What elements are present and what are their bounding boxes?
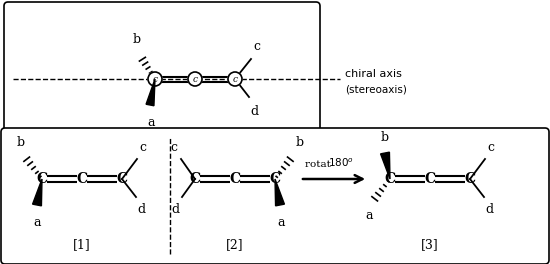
Polygon shape: [146, 79, 155, 106]
Text: a: a: [277, 216, 285, 229]
Text: c: c: [152, 74, 157, 83]
Text: b: b: [381, 131, 389, 144]
FancyBboxPatch shape: [1, 128, 549, 264]
Text: (stereoaxis): (stereoaxis): [345, 84, 407, 94]
Text: c: c: [233, 74, 238, 83]
Text: a: a: [365, 209, 373, 222]
Text: b: b: [133, 33, 141, 46]
Text: chiral axis: chiral axis: [345, 69, 402, 79]
Text: c: c: [192, 74, 197, 83]
Polygon shape: [32, 179, 42, 206]
Text: C: C: [117, 172, 128, 186]
Text: a: a: [33, 216, 41, 229]
Text: d: d: [172, 203, 180, 216]
Text: c: c: [487, 141, 494, 154]
Text: c: c: [253, 40, 260, 53]
Text: C: C: [425, 172, 436, 186]
Text: $\mathit{180^o}$: $\mathit{180^o}$: [328, 157, 354, 169]
Text: C: C: [189, 172, 201, 186]
Text: d: d: [250, 105, 258, 118]
Polygon shape: [381, 152, 390, 179]
Text: C: C: [76, 172, 87, 186]
Text: c: c: [139, 141, 146, 154]
FancyArrowPatch shape: [303, 175, 362, 183]
Text: d: d: [485, 203, 493, 216]
Text: C: C: [270, 172, 280, 186]
Text: rotat: rotat: [305, 160, 334, 169]
Circle shape: [148, 72, 162, 86]
Circle shape: [188, 72, 202, 86]
Text: C: C: [384, 172, 395, 186]
Polygon shape: [275, 179, 284, 206]
Text: c: c: [170, 141, 177, 154]
Text: b: b: [296, 136, 304, 149]
Text: b: b: [17, 136, 25, 149]
Text: [1]: [1]: [73, 238, 91, 251]
Text: a: a: [147, 116, 155, 129]
Text: C: C: [229, 172, 240, 186]
Text: C: C: [464, 172, 476, 186]
Text: [2]: [2]: [226, 238, 244, 251]
FancyBboxPatch shape: [4, 2, 320, 135]
Text: [3]: [3]: [421, 238, 439, 251]
Text: C: C: [36, 172, 47, 186]
Text: d: d: [137, 203, 145, 216]
Circle shape: [228, 72, 242, 86]
